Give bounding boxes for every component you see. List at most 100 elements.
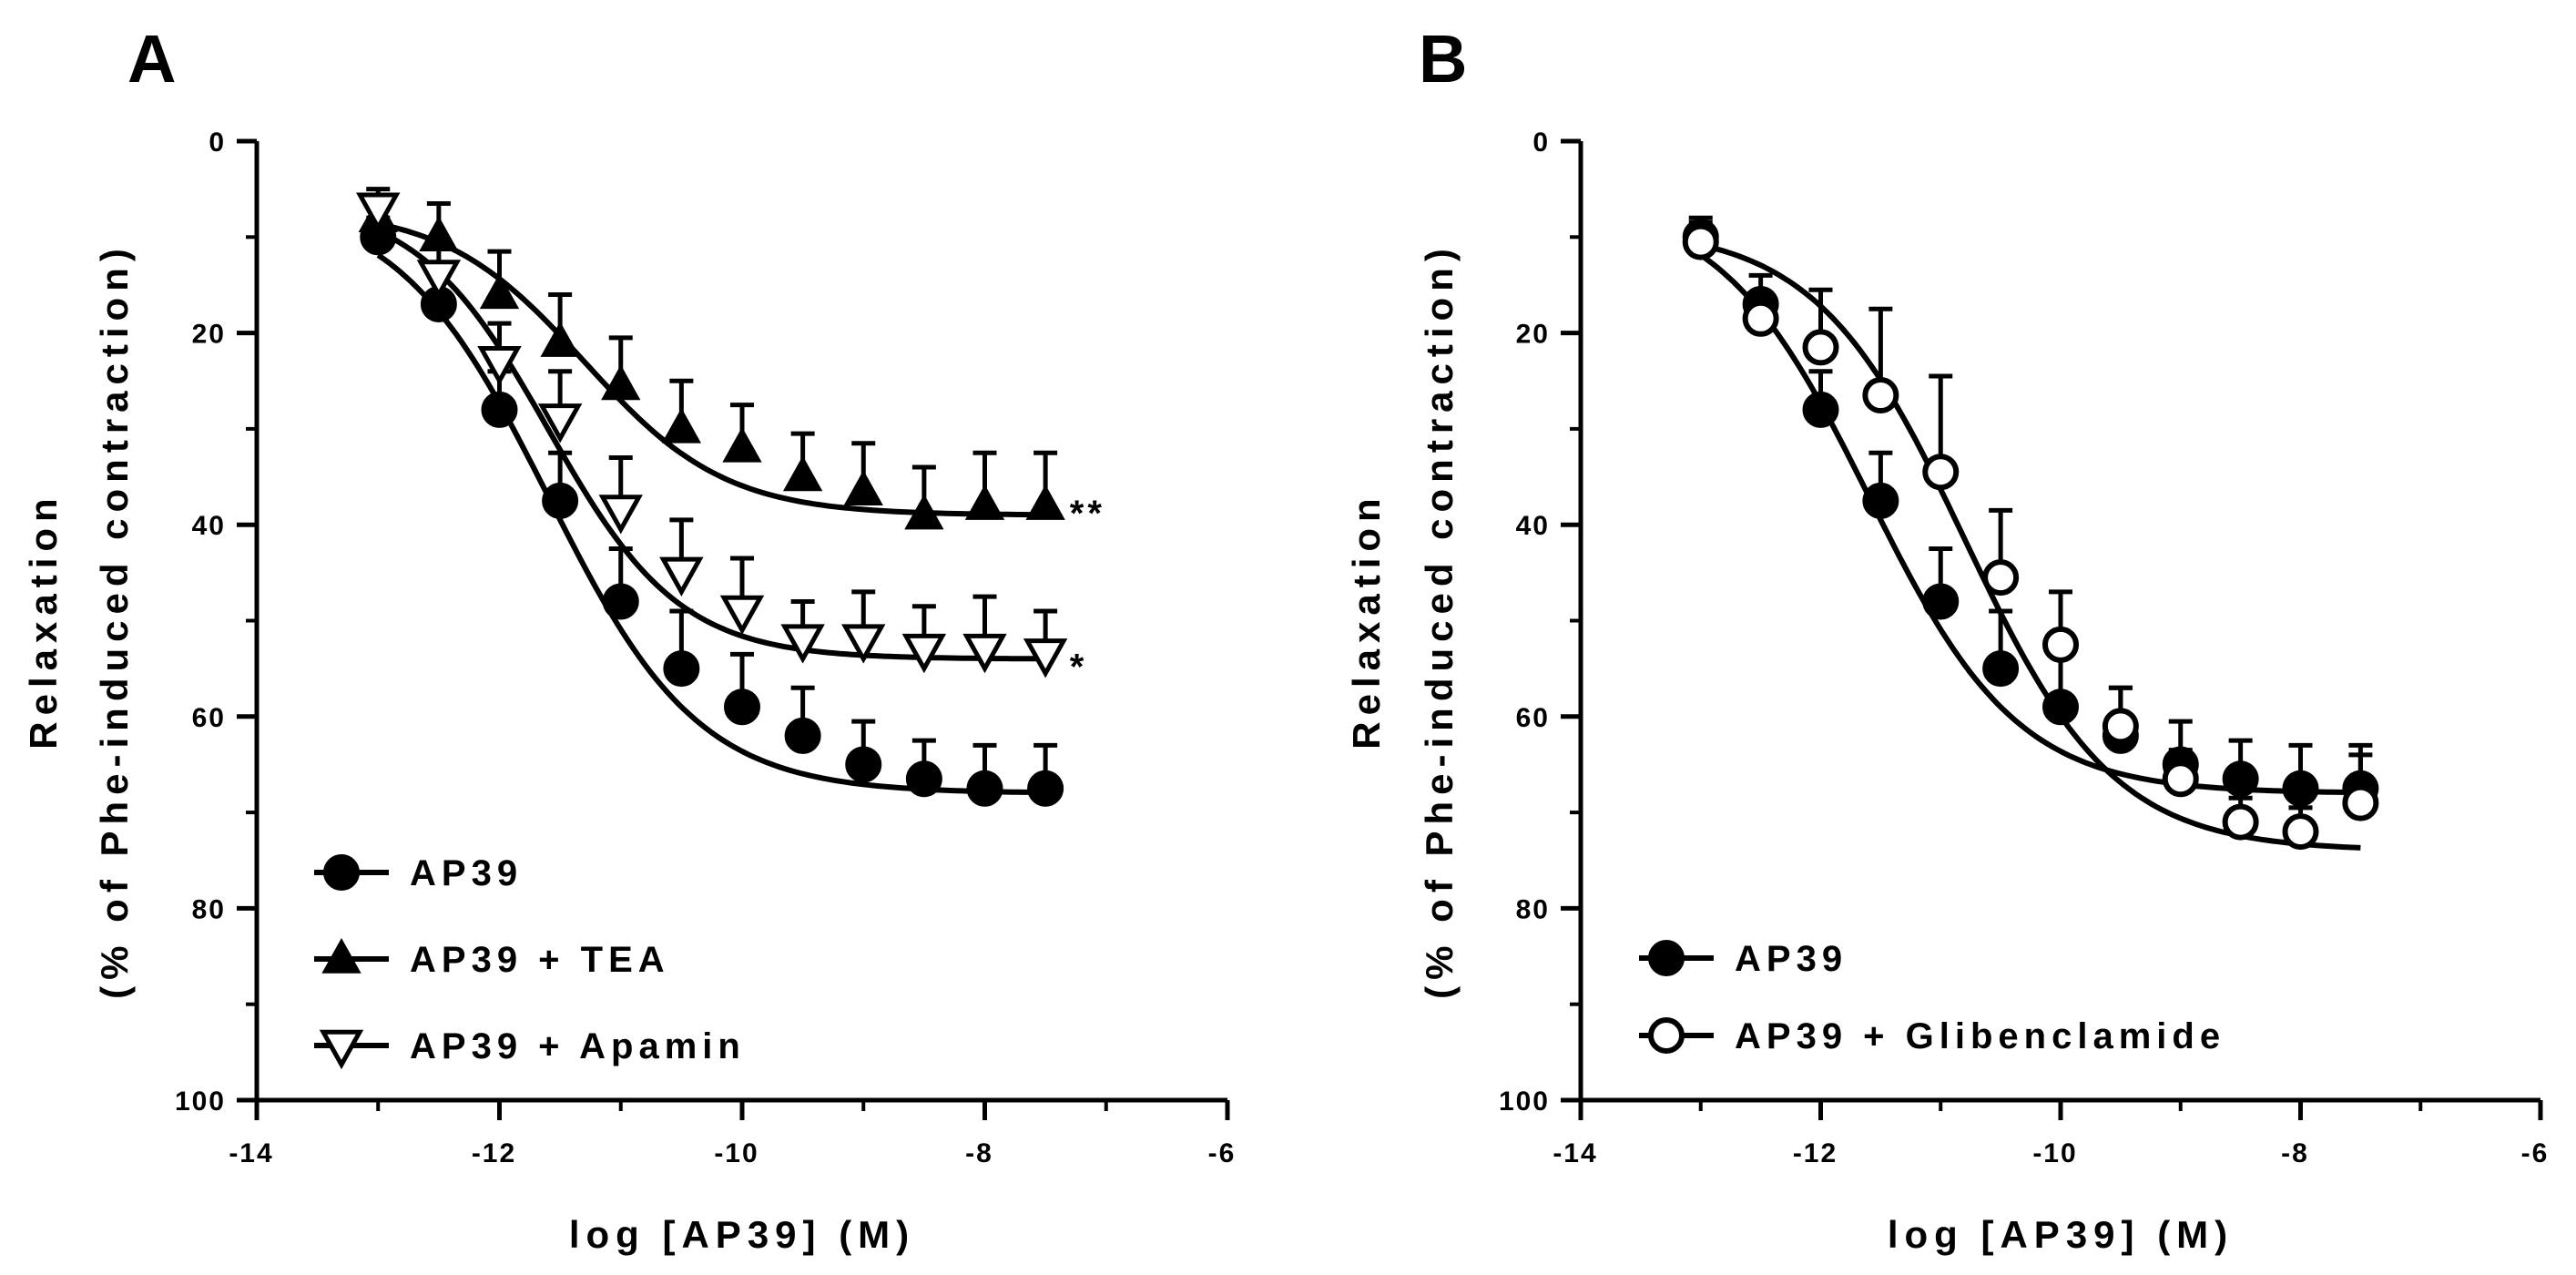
data-point [601,364,641,401]
series-1 [358,196,1065,530]
data-point [2042,626,2079,663]
data-point [1982,650,2020,688]
data-point [1922,454,1960,491]
legend-label: AP39 [410,853,523,893]
series-2 [356,187,1068,678]
data-point [724,688,760,726]
legend-marker [1648,1017,1685,1054]
data-point [661,407,702,444]
data-point [1682,223,1719,260]
data-point [356,192,401,232]
data-point [843,470,883,506]
data-point [2282,770,2319,807]
data-point [2282,813,2319,851]
series-0 [360,215,1064,807]
fit-curve [376,252,1046,796]
series-0 [1682,215,2379,807]
data-point [1027,770,1064,807]
x-tick-label: -12 [1793,1138,1838,1168]
y-tick-label: 0 [209,128,226,158]
y-tick-label: 100 [175,1086,226,1117]
y-axis-title-line2: (% of Phe-induced contraction) [93,242,136,999]
legend-marker [323,854,360,891]
y-tick-label: 60 [1516,703,1550,733]
panel-label: B [1419,21,1467,97]
data-point [2102,708,2139,745]
legend-label: AP39 [1735,939,1848,979]
data-point [663,650,700,688]
x-tick-label: -14 [1553,1138,1597,1168]
legend: AP39 AP39 + TEA AP39 + Apamin [314,853,746,1070]
data-point [1862,482,1899,519]
data-point [784,717,821,754]
data-point [1922,583,1960,620]
data-point [2222,803,2259,841]
y-tick-label: 20 [1516,320,1550,350]
x-tick-label: -14 [229,1138,273,1168]
y-axis-title-line2: (% of Phe-induced contraction) [1418,242,1461,999]
data-point [845,746,882,783]
significance-marker: ** [1070,494,1105,534]
data-point [416,260,462,300]
legend-label: AP39 + Glibenclamide [1735,1016,2225,1056]
data-point [782,455,823,492]
y-tick-label: 100 [1499,1086,1550,1117]
data-point [1862,377,1899,414]
data-point [1982,559,2020,597]
data-point [479,273,520,310]
data-point [540,321,580,357]
x-tick-label: -6 [2521,1138,2550,1168]
x-tick-label: -8 [965,1138,993,1168]
y-tick-label: 20 [192,320,226,350]
fit-curve [1700,242,2361,851]
legend-label: AP39 + Apamin [410,1026,746,1066]
fit-curve [1699,252,2361,796]
fit-curve [377,229,1046,662]
y-tick-label: 60 [192,703,226,733]
data-point [722,426,762,463]
data-point [1802,329,1839,366]
data-point [2222,760,2259,798]
y-tick-label: 40 [1516,511,1550,541]
legend: AP39 AP39 + Glibenclamide [1639,939,2225,1056]
data-point [966,770,1003,807]
data-point [659,556,704,597]
x-axis-title: log [AP39] (M) [1888,1213,2234,1256]
chart-panel-a: A 0 20 40 60 80 100-14 -12 -10 -8 -6 Relaxation (% o… [22,21,1237,1256]
y-tick-label: 80 [1516,894,1550,924]
y-tick-label: 40 [192,511,226,541]
data-point [1802,391,1839,428]
data-point [901,633,947,674]
data-point [537,403,583,444]
y-tick-label: 0 [1532,128,1550,158]
data-point [1742,300,1779,337]
x-tick-label: -10 [2032,1138,2077,1168]
y-tick-label: 80 [192,894,226,924]
x-tick-label: -12 [472,1138,516,1168]
data-point [962,633,1007,674]
data-point [719,595,765,636]
x-tick-label: -10 [714,1138,759,1168]
legend-marker [319,1029,364,1070]
x-tick-label: -6 [1208,1138,1237,1168]
x-tick-label: -8 [2281,1138,2309,1168]
legend-marker [321,937,361,974]
data-point [780,624,825,664]
x-axis-title: log [AP39] (M) [569,1213,915,1256]
data-point [481,391,518,428]
panel-label: A [127,21,176,97]
legend-label: AP39 + TEA [410,940,670,980]
data-point [2162,760,2199,798]
legend-marker [1648,940,1685,976]
data-point [477,345,522,386]
data-point [841,624,886,664]
significance-marker: * [1070,648,1088,688]
data-point [2042,688,2079,726]
chart-panel-b: B 0 20 40 60 80 100-14 -12 -10 -8 -6 Relaxation (% o… [1345,21,2550,1256]
data-point [542,482,579,519]
data-point [964,484,1005,520]
y-axis-title-line1: Relaxation [22,492,65,749]
data-point [602,583,639,620]
data-point [1023,638,1068,678]
